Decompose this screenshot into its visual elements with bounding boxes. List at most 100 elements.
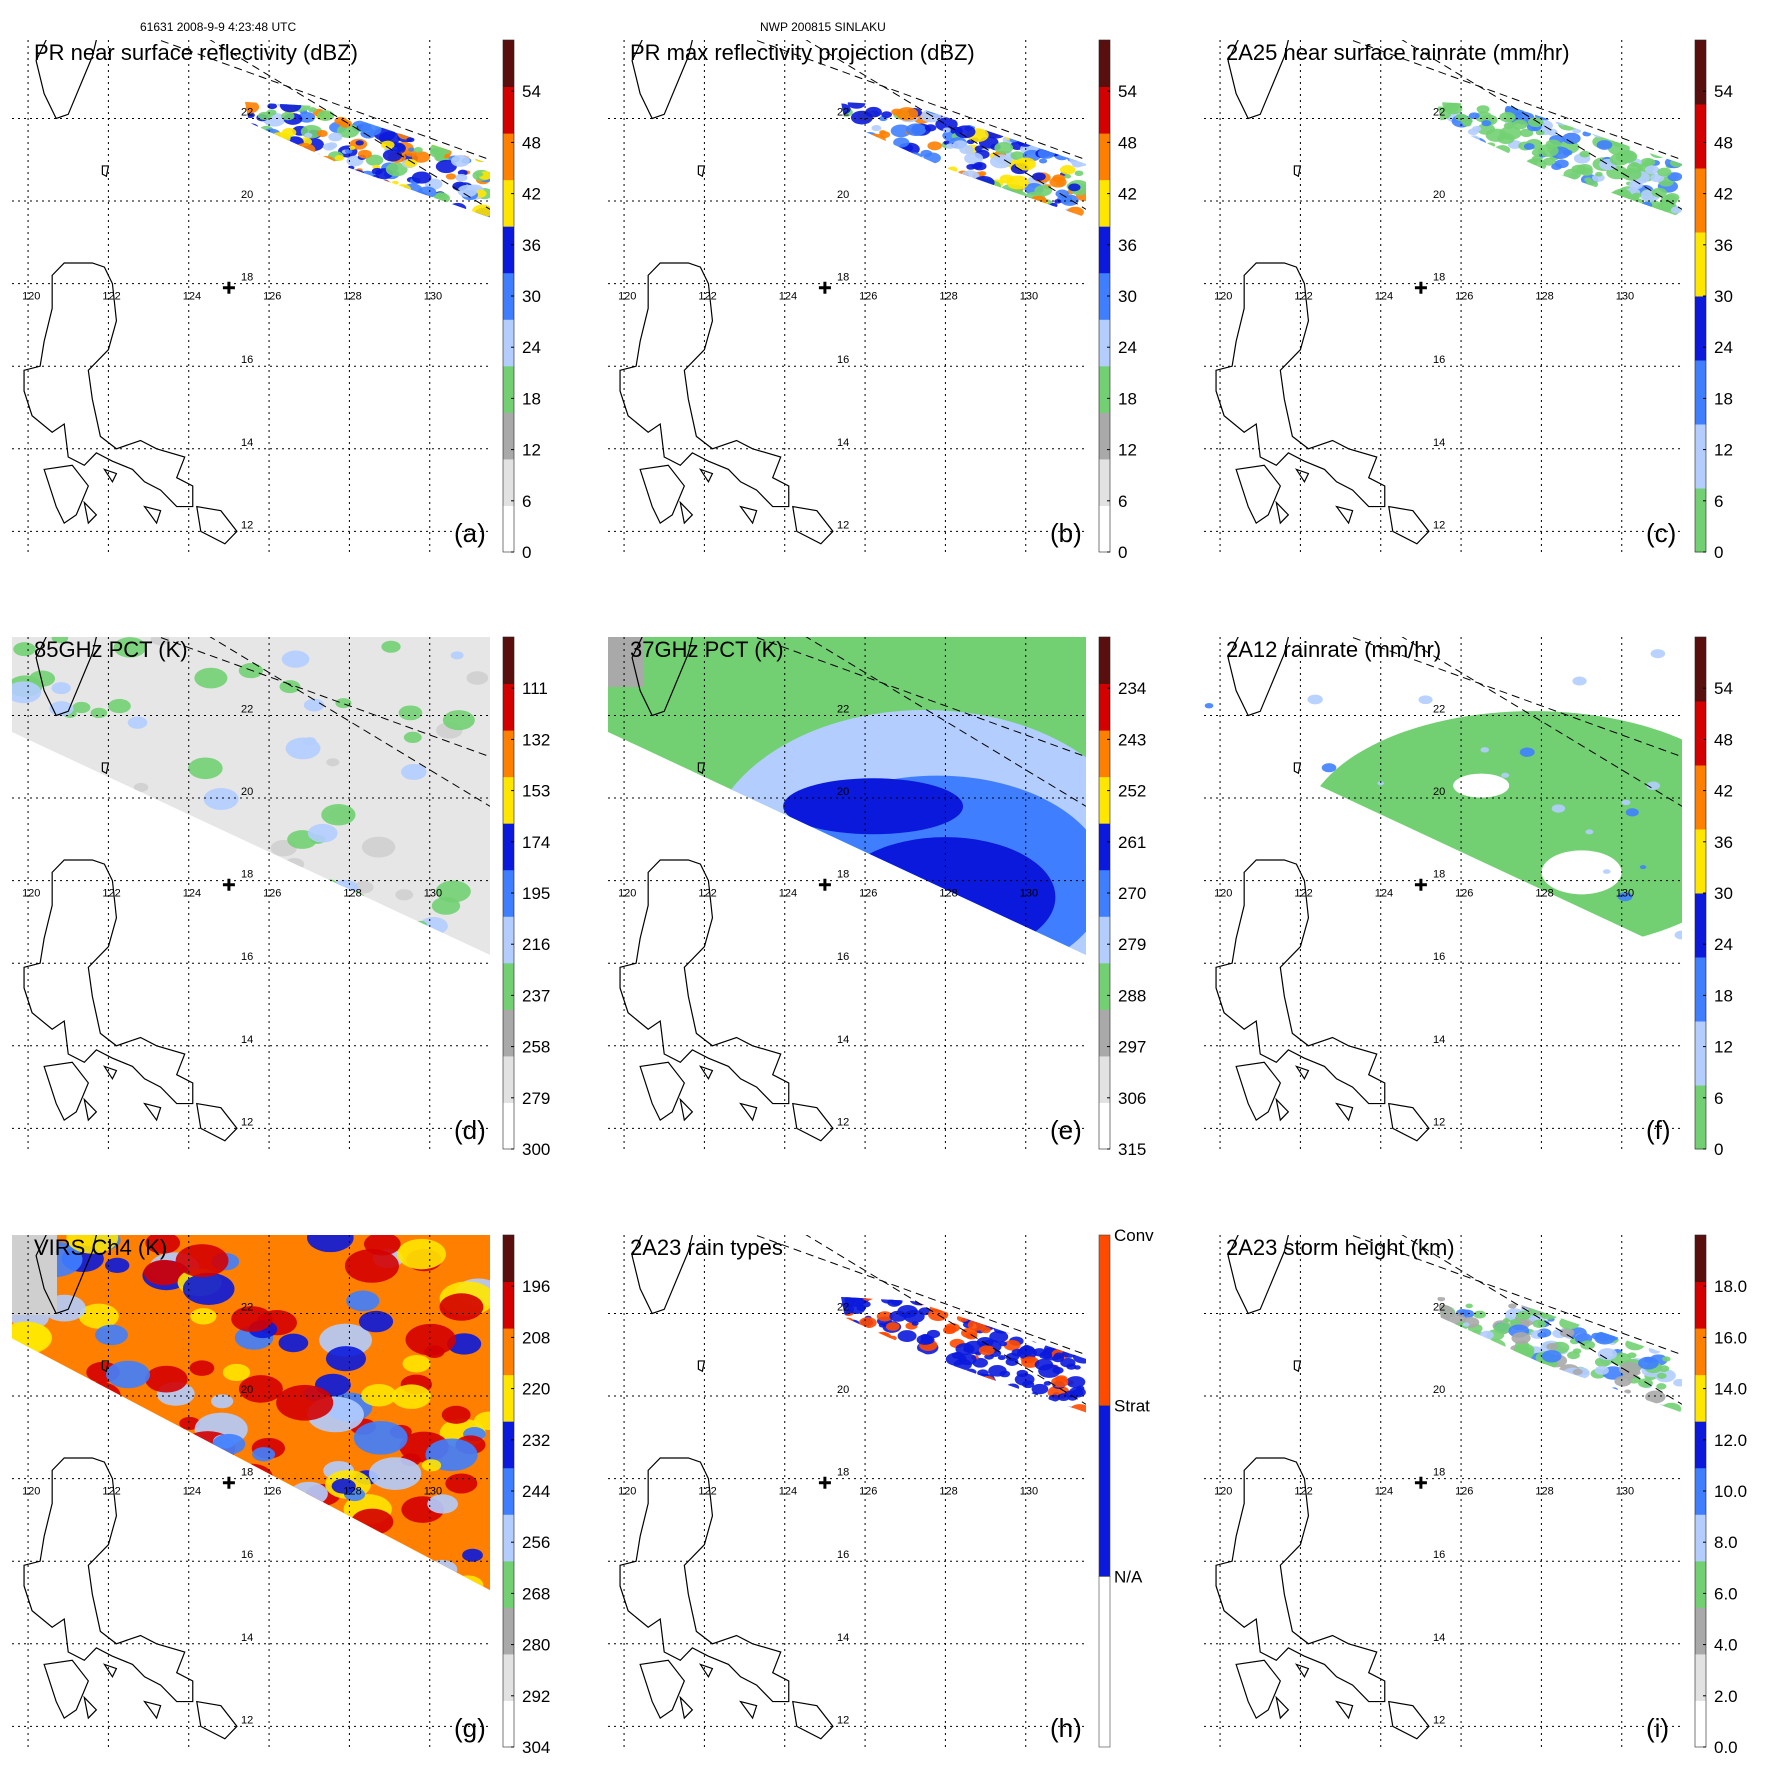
pr-swath-edge <box>1401 637 1682 807</box>
rain-cell <box>1003 127 1025 142</box>
coastline-segment <box>1275 500 1290 525</box>
colorbar-tick-label: 6 <box>1118 492 1127 511</box>
rain-cell <box>928 1375 935 1380</box>
coastline-segment <box>35 40 97 120</box>
rain-cell <box>1034 207 1054 218</box>
rain-cell <box>1519 128 1534 138</box>
colorbar-tick-label: 0 <box>1714 1140 1723 1159</box>
coastline-segment <box>792 505 834 545</box>
rain-cell <box>1076 141 1086 149</box>
colorbar-tick-label: 252 <box>1118 782 1146 801</box>
rain-cell <box>1489 1344 1499 1351</box>
lon-tick-label: 130 <box>1020 888 1038 900</box>
lat-tick-label: 12 <box>837 519 849 531</box>
rain-cell <box>1436 130 1442 137</box>
lon-tick-label: 124 <box>1375 291 1393 303</box>
graticule <box>608 1235 1086 1747</box>
rain-cell <box>315 155 336 169</box>
rain-cell <box>1031 1405 1046 1413</box>
colorbar-segment <box>503 86 514 134</box>
rain-cell <box>1074 170 1084 177</box>
colorbar-tick-label: 48 <box>1714 133 1733 152</box>
rain-cell <box>1466 1399 1487 1412</box>
panel-title: PR near surface reflectivity (dBZ) <box>34 40 358 65</box>
rain-cell <box>859 169 873 178</box>
panel-title: 37GHz PCT (K) <box>630 637 784 662</box>
rain-cell <box>1464 168 1474 174</box>
rain-cell <box>1052 136 1061 142</box>
rain-cell <box>1457 1358 1467 1364</box>
colorbar-tick-label: 24 <box>522 338 541 357</box>
rain-cell <box>1514 1405 1532 1413</box>
coastline-segment <box>1235 1061 1282 1121</box>
rain-cell <box>1645 1390 1666 1404</box>
lat-tick-label: 14 <box>837 437 849 449</box>
pr-swath-edge <box>209 40 490 210</box>
lon-tick-label: 126 <box>859 291 877 303</box>
lat-tick-label: 20 <box>837 786 849 798</box>
rain-cell <box>1460 1404 1470 1411</box>
rain-cell <box>1436 1402 1454 1413</box>
cloud-top-feature <box>441 1405 471 1424</box>
colorbar-tick-label: 237 <box>522 986 550 1005</box>
lon-tick-label: 130 <box>1616 1486 1634 1498</box>
graticule <box>12 1235 490 1747</box>
colorbar-tick-label: 268 <box>522 1584 550 1603</box>
rain-cell <box>1507 1401 1530 1413</box>
rain-cell <box>1597 123 1614 134</box>
rain-cell <box>856 171 870 180</box>
rain-cell <box>890 202 898 208</box>
panel-label: (a) <box>454 518 486 548</box>
rain-cell <box>1568 1391 1588 1404</box>
rain-cell <box>304 132 313 138</box>
coastline-segment <box>698 1663 714 1679</box>
coastline-segment <box>1388 505 1430 545</box>
colorbar-tick-label: 24 <box>1714 338 1733 357</box>
rain-cell <box>1605 107 1618 116</box>
rain-cell <box>1043 1321 1061 1332</box>
colorbar-segment <box>1099 916 1110 964</box>
colorbar-tick-label: 288 <box>1118 986 1146 1005</box>
graticule <box>608 40 1086 552</box>
coastline-segment <box>23 1457 194 1703</box>
rain-cell <box>410 197 419 203</box>
lon-tick-label: 124 <box>779 888 797 900</box>
rain-cell <box>1624 1389 1631 1394</box>
rain-cell <box>964 152 984 165</box>
convective-cell <box>127 716 148 729</box>
rain-cell <box>1071 115 1080 121</box>
rain-cell <box>850 142 863 150</box>
rain-cell <box>298 157 316 169</box>
rain-cell <box>1658 140 1666 146</box>
rain-cell <box>1008 197 1024 207</box>
rain-cell <box>407 118 428 132</box>
lon-tick-label: 120 <box>22 1486 40 1498</box>
cloud-top-feature <box>145 1235 181 1254</box>
rain-cell <box>456 134 471 144</box>
rain-cell <box>872 152 890 163</box>
lat-tick-label: 18 <box>837 869 849 881</box>
rain-cell <box>1610 1387 1618 1393</box>
colorbar-segment <box>503 823 514 871</box>
rain-cell <box>1021 130 1041 143</box>
rain-cell <box>374 107 387 116</box>
rain-cell <box>1467 135 1480 143</box>
rain-cell <box>986 1315 1000 1324</box>
lon-tick-label: 126 <box>263 1486 281 1498</box>
cloud-top-feature <box>210 1517 235 1533</box>
rain-cell <box>988 1365 1007 1377</box>
rain-cell <box>1505 1388 1525 1401</box>
rain-cell <box>285 156 308 170</box>
rain-cell <box>1467 1399 1485 1410</box>
rain-cell <box>1491 1361 1501 1367</box>
tmi-swath <box>1204 649 1682 955</box>
rain-cell <box>906 1361 928 1375</box>
colorbar-segment <box>1099 962 1110 1010</box>
colorbar-segment <box>503 272 514 320</box>
rain-cell <box>1470 1347 1480 1354</box>
rain-cell <box>249 205 258 211</box>
